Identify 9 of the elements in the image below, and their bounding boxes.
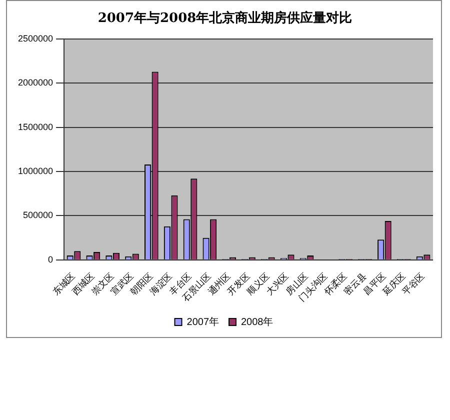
y-tick-label: 2000000: [18, 78, 54, 88]
y-tick-label: 0: [48, 254, 54, 264]
chart-title: 2007年与2008年北京商业期房供应量对比: [96, 10, 354, 27]
legend-label: 2007年: [186, 316, 220, 328]
legend-label: 2008年: [241, 316, 274, 328]
y-tick-label: 1500000: [18, 122, 54, 132]
y-tick-label: 500000: [22, 210, 54, 220]
y-tick-label: 1000000: [18, 166, 54, 176]
y-tick-label: 2500000: [18, 33, 54, 44]
